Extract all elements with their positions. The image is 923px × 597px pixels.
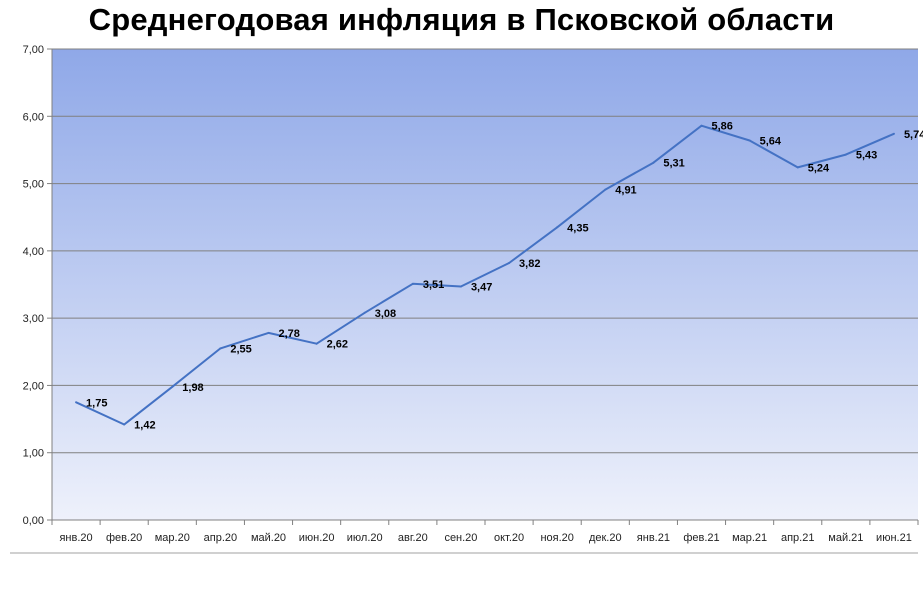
data-point xyxy=(411,282,414,285)
data-point xyxy=(796,166,799,169)
data-labels: 1,75 1,42 1,98 2,55 2,78 2,62 3,08 3,51 3,47 3,82… xyxy=(86,121,923,432)
y-tick-labels: 0,00 1,00 2,00 3,00 4,00 5,00 6,00 7,00 xyxy=(23,44,44,527)
x-tick-label: июн.21 xyxy=(876,532,912,544)
x-tick-label: фев.20 xyxy=(106,532,142,544)
data-point xyxy=(508,261,511,264)
data-label: 2,78 xyxy=(279,328,300,340)
data-label: 1,42 xyxy=(134,419,155,431)
series-layer xyxy=(75,124,895,426)
data-point xyxy=(75,401,78,404)
x-tick-label: май.20 xyxy=(251,532,286,544)
data-label: 5,64 xyxy=(760,136,782,148)
data-point xyxy=(844,153,847,156)
data-label: 3,47 xyxy=(471,282,492,294)
data-label: 5,31 xyxy=(663,158,684,170)
x-tick-label: сен.20 xyxy=(444,532,477,544)
y-tick-label: 5,00 xyxy=(23,179,44,191)
x-tick-label: авг.20 xyxy=(398,532,428,544)
data-point xyxy=(700,124,703,127)
data-label: 3,08 xyxy=(375,308,396,320)
chart-title: Среднегодовая инфляция в Псковской облас… xyxy=(88,2,835,37)
x-tick-label: апр.20 xyxy=(204,532,237,544)
x-tick-label: янв.20 xyxy=(59,532,92,544)
x-tick-label: июл.20 xyxy=(347,532,383,544)
data-point xyxy=(315,342,318,345)
data-point xyxy=(652,161,655,164)
x-tick-label: окт.20 xyxy=(494,532,524,544)
x-tick-label: май.21 xyxy=(828,532,863,544)
x-tick-labels: янв.20 фев.20 мар.20 апр.20 май.20 июн.20 июл.… xyxy=(59,532,911,544)
x-tick-label: дек.20 xyxy=(589,532,622,544)
data-point xyxy=(459,285,462,288)
x-tick-label: апр.21 xyxy=(781,532,814,544)
data-point xyxy=(748,139,751,142)
y-tick-label: 0,00 xyxy=(23,515,44,527)
y-tick-label: 4,00 xyxy=(23,246,44,258)
grid-lines xyxy=(52,48,918,454)
y-tick-label: 1,00 xyxy=(23,448,44,460)
data-label: 5,24 xyxy=(808,162,830,174)
data-label: 2,55 xyxy=(230,343,251,355)
data-label: 3,51 xyxy=(423,279,444,291)
x-tick-label: янв.21 xyxy=(637,532,670,544)
data-point xyxy=(604,188,607,191)
x-tick-label: ноя.20 xyxy=(540,532,573,544)
x-tick-label: мар.21 xyxy=(732,532,767,544)
data-label: 1,75 xyxy=(86,397,107,409)
data-point xyxy=(892,132,895,135)
series-line xyxy=(75,124,895,426)
data-label: 5,86 xyxy=(712,121,733,133)
data-label: 1,98 xyxy=(182,382,203,394)
y-tick-label: 2,00 xyxy=(23,380,44,392)
data-label: 5,74 xyxy=(904,129,923,141)
data-point xyxy=(171,385,174,388)
data-label: 4,35 xyxy=(567,222,588,234)
data-point xyxy=(219,347,222,350)
y-tick-label: 3,00 xyxy=(23,313,44,325)
data-point xyxy=(556,226,559,229)
plot-area xyxy=(52,49,918,520)
y-tick-label: 7,00 xyxy=(23,44,44,56)
data-label: 2,62 xyxy=(327,339,348,351)
data-point xyxy=(267,331,270,334)
data-point xyxy=(363,311,366,314)
data-point xyxy=(123,423,126,426)
data-label: 3,82 xyxy=(519,258,540,270)
y-tick-label: 6,00 xyxy=(23,111,44,123)
x-tick-label: мар.20 xyxy=(155,532,190,544)
data-label: 5,43 xyxy=(856,150,877,162)
x-tick-label: июн.20 xyxy=(299,532,335,544)
x-tick-label: фев.21 xyxy=(683,532,719,544)
axes xyxy=(10,48,919,554)
data-label: 4,91 xyxy=(615,185,636,197)
